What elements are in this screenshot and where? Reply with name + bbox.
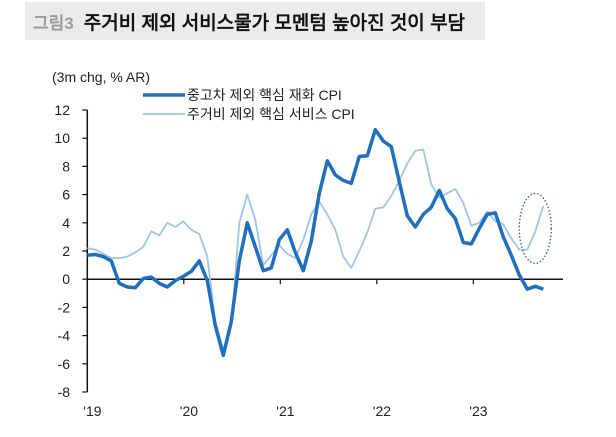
series-line-services xyxy=(87,148,545,351)
chart-title: 주거비 제외 서비스물가 모멘텀 높아진 것이 부담 xyxy=(83,12,466,34)
highlight-ellipse xyxy=(518,192,552,265)
x-tick-label: '22 xyxy=(373,403,391,419)
y-tick-label: 10 xyxy=(54,130,70,146)
y-tick-label: -4 xyxy=(58,328,71,344)
x-tick-label: '19 xyxy=(83,403,101,419)
legend-label-goods: 중고차 제외 핵심 재화 CPI xyxy=(187,87,342,103)
y-tick-label: 0 xyxy=(62,271,70,287)
y-tick-label: 8 xyxy=(62,158,70,174)
figure-header: 그림3 주거비 제외 서비스물가 모멘텀 높아진 것이 부담 xyxy=(25,2,485,40)
series-line-goods xyxy=(87,127,544,358)
y-tick-label: 4 xyxy=(62,215,70,231)
unit-label: (3m chg, % AR) xyxy=(52,69,150,85)
figure-label: 그림3 xyxy=(33,13,74,33)
y-tick-label: -2 xyxy=(58,299,71,315)
x-tick-label: '23 xyxy=(469,403,487,419)
x-tick-label: '20 xyxy=(180,403,198,419)
y-tick-label: 6 xyxy=(62,187,70,203)
y-tick-label: -6 xyxy=(58,356,71,372)
legend-label-services: 주거비 제외 핵심 서비스 CPI xyxy=(187,106,355,122)
y-tick-label: 12 xyxy=(54,102,70,118)
y-tick-label: 2 xyxy=(62,243,70,259)
y-tick-label: -8 xyxy=(58,384,71,400)
x-tick-label: '21 xyxy=(276,403,294,419)
